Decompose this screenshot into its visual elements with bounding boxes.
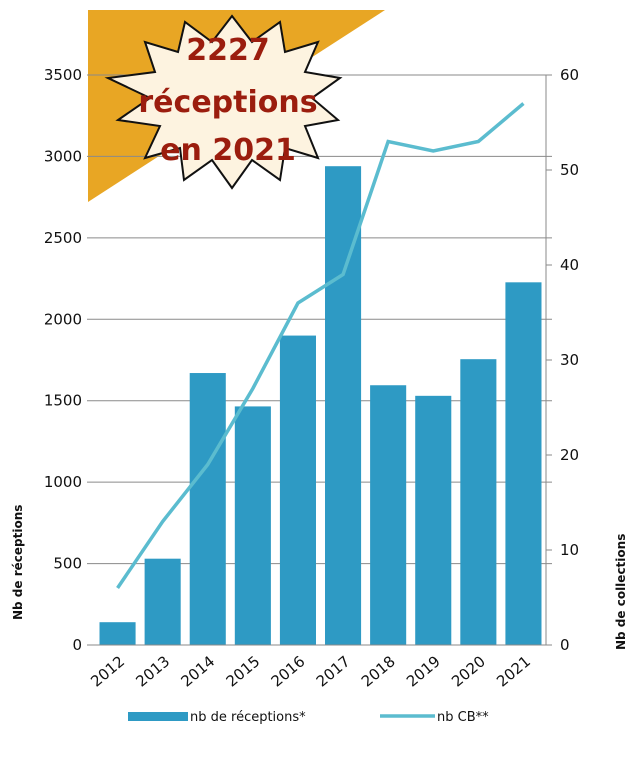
x-tick-label: 2013 [132,652,173,690]
bar [505,282,541,645]
bar [460,359,496,645]
annotation: 2227 [186,33,270,68]
y-axis-label: Nb de réceptions [11,505,25,620]
annotation: réceptions [138,85,317,120]
y2-tick-label: 10 [560,541,579,559]
bar [415,396,451,645]
y-tick-label: 500 [53,555,82,573]
y2-tick-label: 50 [560,161,579,179]
y2-tick-label: 40 [560,256,579,274]
bar [235,406,271,645]
y2-tick-label: 20 [560,446,579,464]
x-tick-label: 2015 [223,652,264,690]
y-tick-label: 1000 [44,473,82,491]
y-tick-label: 1500 [44,392,82,410]
x-tick-label: 2018 [358,652,399,690]
bar [190,373,226,645]
x-tick-label: 2017 [313,652,354,690]
y-tick-label: 2000 [44,310,82,328]
chart: 0 500 1000 1500 2000 2500 3000 3500 0 10 20 30 40 50 6… [0,0,628,758]
y2-tick-label: 0 [560,636,570,654]
y-tick-label: 2500 [44,229,82,247]
y-tick-label: 3000 [44,147,82,165]
x-tick-label: 2014 [177,652,218,690]
y-tick-label: 3500 [44,66,82,84]
y2-axis-label: Nb de collections [614,534,628,650]
bar [145,559,181,645]
annotation: en 2021 [160,133,296,168]
bar [370,385,406,645]
y-tick-label: 0 [72,636,82,654]
x-tick-label: 2021 [493,652,534,690]
y2-tick-label: 30 [560,351,579,369]
bar [100,622,136,645]
x-tick-label: 2020 [448,652,489,690]
legend-swatch [128,712,188,721]
bar [280,336,316,645]
legend-label: nb CB** [437,710,489,725]
y2-tick-label: 60 [560,66,579,84]
x-tick-label: 2019 [403,652,444,690]
legend-label: nb de réceptions* [190,710,306,725]
x-tick-label: 2016 [268,652,309,690]
x-tick-label: 2012 [87,652,128,690]
